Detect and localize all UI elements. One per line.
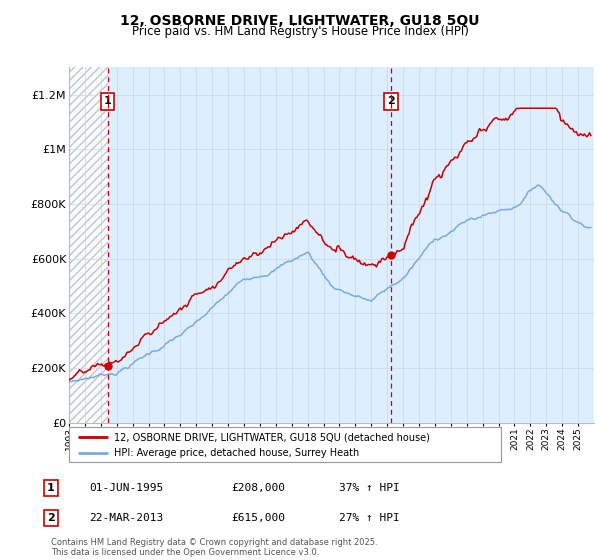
Text: 22-MAR-2013: 22-MAR-2013 [89,513,163,523]
Text: 01-JUN-1995: 01-JUN-1995 [89,483,163,493]
Text: 2: 2 [47,513,55,523]
Text: 12, OSBORNE DRIVE, LIGHTWATER, GU18 5QU: 12, OSBORNE DRIVE, LIGHTWATER, GU18 5QU [120,14,480,28]
Text: Price paid vs. HM Land Registry's House Price Index (HPI): Price paid vs. HM Land Registry's House … [131,25,469,38]
FancyBboxPatch shape [69,427,501,462]
Text: 1: 1 [47,483,55,493]
Text: 1: 1 [104,96,112,106]
Text: £208,000: £208,000 [231,483,285,493]
Text: HPI: Average price, detached house, Surrey Heath: HPI: Average price, detached house, Surr… [115,449,359,458]
Bar [69,67,107,423]
Text: Contains HM Land Registry data © Crown copyright and database right 2025.
This d: Contains HM Land Registry data © Crown c… [51,538,377,557]
Text: £615,000: £615,000 [231,513,285,523]
Text: 2: 2 [387,96,395,106]
Text: 37% ↑ HPI: 37% ↑ HPI [339,483,400,493]
Text: 12, OSBORNE DRIVE, LIGHTWATER, GU18 5QU (detached house): 12, OSBORNE DRIVE, LIGHTWATER, GU18 5QU … [115,432,430,442]
Text: 27% ↑ HPI: 27% ↑ HPI [339,513,400,523]
